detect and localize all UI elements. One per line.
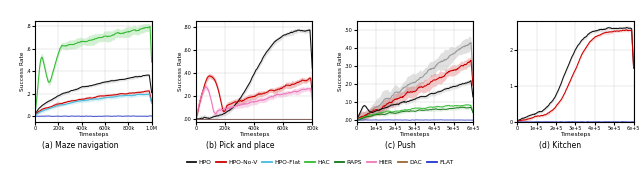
Legend: HPO, HPO-No-V, HPO-Flat, HAC, RAPS, HIER, DAC, FLAT: HPO, HPO-No-V, HPO-Flat, HAC, RAPS, HIER… — [184, 158, 456, 168]
Text: (a) Maze navigation: (a) Maze navigation — [42, 141, 118, 150]
X-axis label: Timesteps: Timesteps — [560, 132, 591, 137]
Y-axis label: Success Rate: Success Rate — [177, 52, 182, 91]
X-axis label: Timesteps: Timesteps — [399, 132, 430, 137]
Y-axis label: Success Rate: Success Rate — [338, 52, 343, 91]
Text: (b) Pick and place: (b) Pick and place — [205, 141, 275, 150]
Text: (c) Push: (c) Push — [385, 141, 415, 150]
X-axis label: Timesteps: Timesteps — [78, 132, 109, 137]
Y-axis label: Success Rate: Success Rate — [20, 52, 25, 91]
Text: (d) Kitchen: (d) Kitchen — [539, 141, 581, 150]
X-axis label: Timesteps: Timesteps — [239, 132, 269, 137]
